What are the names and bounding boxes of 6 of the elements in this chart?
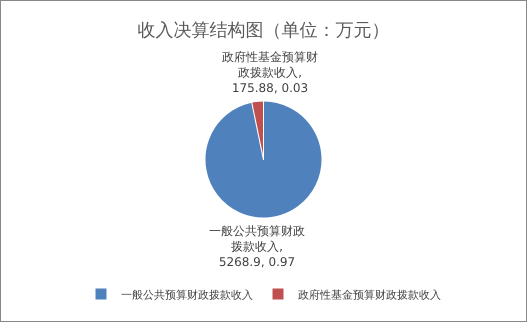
chart-title: 收入决算结构图（单位：万元） — [138, 20, 390, 41]
pie-slice — [204, 100, 322, 218]
data-label: 政府性基金预算财政拨款收入, 175.88, 0.03 — [222, 50, 318, 96]
legend-label: 政府性基金预算财政拨款收入 — [298, 288, 441, 302]
legend-label: 一般公共预算财政拨款收入 — [121, 288, 253, 302]
data-label: 一般公共预算财政拨款收入, 5268.9, 0.97 — [209, 224, 305, 270]
